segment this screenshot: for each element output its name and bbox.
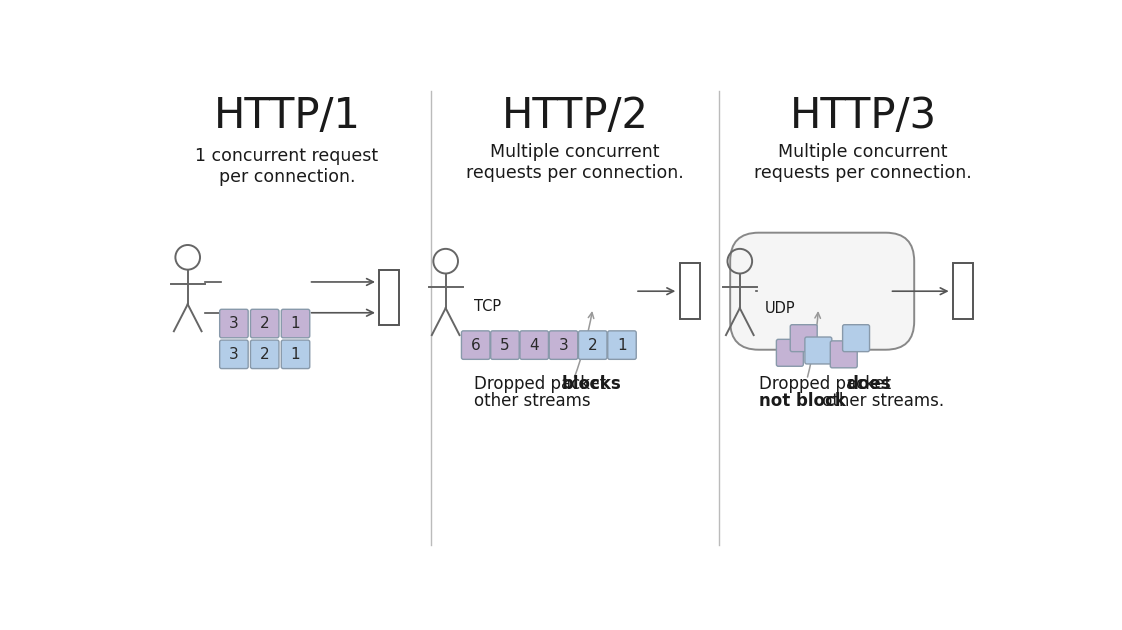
Bar: [379, 270, 399, 325]
Text: HTTP/2: HTTP/2: [502, 94, 649, 137]
Text: 1: 1: [291, 347, 301, 362]
Text: 2: 2: [260, 316, 269, 331]
Text: 3: 3: [229, 347, 239, 362]
Text: Multiple concurrent
requests per connection.: Multiple concurrent requests per connect…: [754, 143, 972, 182]
Text: HTTP/3: HTTP/3: [790, 94, 937, 137]
FancyBboxPatch shape: [490, 331, 519, 359]
Bar: [953, 263, 973, 319]
FancyBboxPatch shape: [830, 341, 857, 368]
Text: not block: not block: [760, 391, 846, 410]
FancyBboxPatch shape: [250, 309, 279, 338]
FancyBboxPatch shape: [579, 331, 607, 359]
FancyBboxPatch shape: [550, 331, 578, 359]
Text: 2: 2: [588, 338, 598, 353]
FancyBboxPatch shape: [519, 331, 549, 359]
FancyBboxPatch shape: [282, 309, 310, 338]
Text: UDP: UDP: [765, 301, 795, 316]
FancyBboxPatch shape: [250, 340, 279, 369]
FancyBboxPatch shape: [282, 340, 310, 369]
Text: Dropped packet: Dropped packet: [475, 375, 611, 392]
FancyBboxPatch shape: [220, 340, 248, 369]
Text: Multiple concurrent
requests per connection.: Multiple concurrent requests per connect…: [466, 143, 684, 182]
Text: blocks: blocks: [561, 375, 620, 392]
Text: 2: 2: [260, 347, 269, 362]
Text: does: does: [846, 375, 891, 392]
Text: 6: 6: [471, 338, 480, 353]
FancyBboxPatch shape: [461, 331, 490, 359]
Text: 4: 4: [530, 338, 539, 353]
Text: other streams.: other streams.: [817, 391, 944, 410]
FancyBboxPatch shape: [776, 340, 803, 366]
FancyBboxPatch shape: [790, 324, 817, 352]
FancyBboxPatch shape: [843, 324, 870, 352]
Text: Dropped packet: Dropped packet: [760, 375, 896, 392]
Text: 1: 1: [291, 316, 301, 331]
Text: TCP: TCP: [475, 299, 502, 314]
Bar: [680, 263, 700, 319]
FancyBboxPatch shape: [804, 337, 831, 364]
FancyBboxPatch shape: [608, 331, 636, 359]
Text: 5: 5: [500, 338, 509, 353]
Text: HTTP/1: HTTP/1: [213, 94, 360, 137]
Text: 1: 1: [617, 338, 627, 353]
Text: 3: 3: [559, 338, 569, 353]
FancyBboxPatch shape: [730, 232, 914, 350]
FancyBboxPatch shape: [220, 309, 248, 338]
Text: other streams: other streams: [475, 391, 591, 410]
Text: 1 concurrent request
per connection.: 1 concurrent request per connection.: [195, 147, 378, 186]
Text: 3: 3: [229, 316, 239, 331]
